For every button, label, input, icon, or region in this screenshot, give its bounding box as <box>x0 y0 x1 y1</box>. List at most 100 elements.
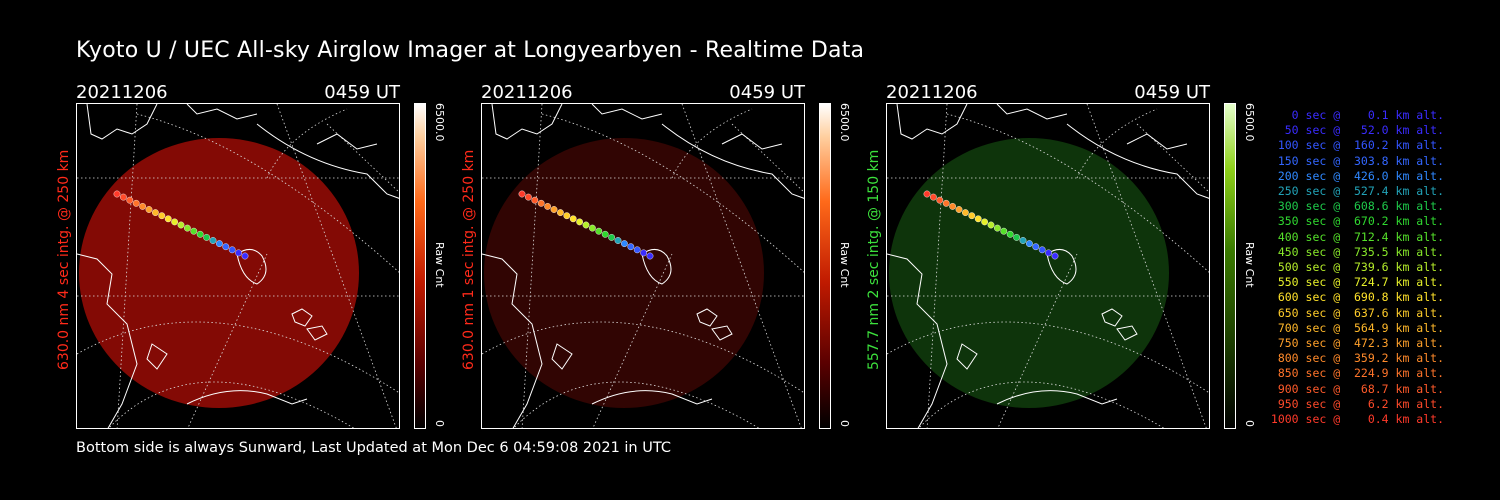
track-point <box>1051 252 1059 260</box>
track-point <box>152 209 159 217</box>
track-point <box>544 203 551 210</box>
legend-row: 550 sec @ 724.7 km alt. <box>1270 275 1444 290</box>
airglow-disk <box>484 138 764 408</box>
track-point <box>576 218 584 226</box>
panel-time: 0459 UT <box>729 82 805 103</box>
legend-row: 50 sec @ 52.0 km alt. <box>1270 123 1444 138</box>
colorbar-max-label: 6500.0 <box>838 103 851 142</box>
track-point <box>158 212 166 220</box>
airglow-disk <box>79 138 359 408</box>
legend-row: 800 sec @ 359.2 km alt. <box>1270 351 1444 366</box>
track-point <box>633 246 641 254</box>
altitude-legend: 0 sec @ 0.1 km alt. 50 sec @ 52.0 km alt… <box>1262 108 1444 427</box>
track-point <box>601 230 609 238</box>
legend-row: 400 sec @ 712.4 km alt. <box>1270 229 1444 244</box>
track-point <box>1025 240 1033 248</box>
track-point <box>949 203 956 210</box>
track-point <box>139 203 146 210</box>
track-point <box>968 212 976 220</box>
track-point <box>930 193 937 201</box>
colorbar-max-label: 6500.0 <box>1243 103 1256 142</box>
track-point <box>525 193 532 201</box>
track-point <box>184 224 191 232</box>
track-point <box>1000 227 1008 235</box>
colorbar <box>819 103 831 429</box>
coastline <box>887 104 1209 428</box>
track-point <box>589 224 596 232</box>
legend-row: 350 sec @ 670.2 km alt. <box>1270 214 1444 229</box>
colorbar-unit-label: Raw Cnt <box>1243 242 1256 288</box>
legend-row: 900 sec @ 68.7 km alt. <box>1270 381 1444 396</box>
allsky-map <box>76 103 400 429</box>
track-point <box>215 240 223 248</box>
track-point <box>614 237 622 244</box>
track-point <box>1045 249 1053 257</box>
track-point <box>518 190 526 198</box>
satellite-track <box>923 190 1059 260</box>
panel-time: 0459 UT <box>1134 82 1210 103</box>
track-point <box>164 215 172 223</box>
panel-side-label: 557.7 nm 2 sec intg. @ 150 km <box>866 149 882 370</box>
legend-row: 1000 sec @ 0.4 km alt. <box>1270 412 1444 427</box>
footer-status: Bottom side is always Sunward, Last Upda… <box>76 440 671 456</box>
colorbar-unit-label: Raw Cnt <box>838 242 851 288</box>
track-point <box>557 209 564 217</box>
track-point <box>962 209 969 217</box>
track-point <box>120 193 127 201</box>
track-point <box>209 237 217 244</box>
legend-row: 700 sec @ 564.9 km alt. <box>1270 320 1444 335</box>
track-point <box>563 212 571 220</box>
map-graphic <box>77 104 399 428</box>
legend-row: 650 sec @ 637.6 km alt. <box>1270 305 1444 320</box>
track-point <box>955 206 963 213</box>
panel-date: 20211206 <box>886 82 978 103</box>
panel-date: 20211206 <box>481 82 573 103</box>
airglow-disk <box>889 138 1169 408</box>
track-point <box>923 190 931 198</box>
map-graphic <box>482 104 804 428</box>
track-point <box>936 196 944 204</box>
track-point <box>582 221 590 229</box>
track-point <box>228 246 236 254</box>
track-point <box>113 190 121 198</box>
allsky-map <box>481 103 805 429</box>
track-point <box>1032 243 1040 251</box>
track-point <box>974 215 982 223</box>
track-point <box>531 196 539 204</box>
track-point <box>203 233 211 241</box>
track-point <box>595 227 603 235</box>
track-point <box>994 224 1001 232</box>
colorbar-min-label: 0 <box>433 420 446 427</box>
allsky-map <box>886 103 1210 429</box>
legend-row: 150 sec @ 303.8 km alt. <box>1270 153 1444 168</box>
track-point <box>145 206 153 213</box>
track-point <box>640 249 648 257</box>
panel-side-label: 630.0 nm 1 sec intg. @ 250 km <box>461 149 477 370</box>
track-point <box>537 199 545 207</box>
colorbar <box>414 103 426 429</box>
track-point <box>190 227 198 235</box>
track-point <box>646 252 654 260</box>
legend-row: 750 sec @ 472.3 km alt. <box>1270 336 1444 351</box>
legend-row: 450 sec @ 735.5 km alt. <box>1270 244 1444 259</box>
track-point <box>196 230 204 238</box>
coastline <box>77 104 399 428</box>
track-point <box>126 196 134 204</box>
track-point <box>987 221 995 229</box>
legend-row: 950 sec @ 6.2 km alt. <box>1270 396 1444 411</box>
track-point <box>627 243 635 251</box>
colorbar-unit-label: Raw Cnt <box>433 242 446 288</box>
colorbar-max-label: 6500.0 <box>433 103 446 142</box>
track-point <box>569 215 577 223</box>
track-point <box>981 218 989 226</box>
track-point <box>1019 237 1027 244</box>
panel-side-label: 630.0 nm 4 sec intg. @ 250 km <box>56 149 72 370</box>
track-point <box>177 221 185 229</box>
colorbar-min-label: 0 <box>1243 420 1256 427</box>
panel-time: 0459 UT <box>324 82 400 103</box>
track-point <box>942 199 950 207</box>
track-point <box>1006 230 1014 238</box>
track-point <box>132 199 140 207</box>
legend-row: 600 sec @ 690.8 km alt. <box>1270 290 1444 305</box>
map-graphic <box>887 104 1209 428</box>
